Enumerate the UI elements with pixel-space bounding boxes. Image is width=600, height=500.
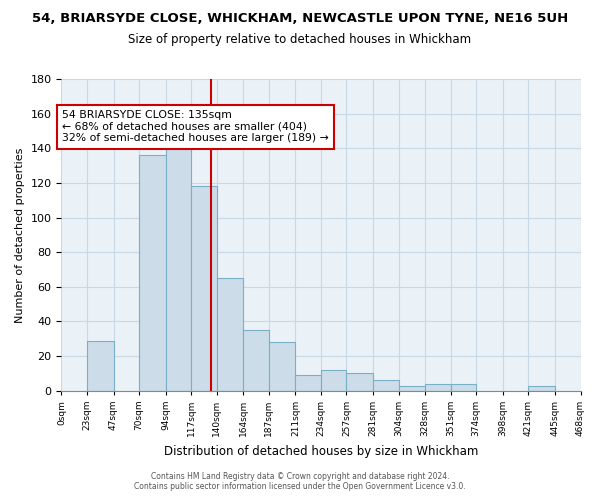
X-axis label: Distribution of detached houses by size in Whickham: Distribution of detached houses by size … [164,444,478,458]
Text: 54, BRIARSYDE CLOSE, WHICKHAM, NEWCASTLE UPON TYNE, NE16 5UH: 54, BRIARSYDE CLOSE, WHICKHAM, NEWCASTLE… [32,12,568,26]
Bar [398,386,425,391]
Bar [244,330,269,391]
Text: Contains HM Land Registry data © Crown copyright and database right 2024.
Contai: Contains HM Land Registry data © Crown c… [134,472,466,491]
Text: Size of property relative to detached houses in Whickham: Size of property relative to detached ho… [128,32,472,46]
Bar [321,370,346,391]
Bar [295,375,321,391]
Text: 54 BRIARSYDE CLOSE: 135sqm
← 68% of detached houses are smaller (404)
32% of sem: 54 BRIARSYDE CLOSE: 135sqm ← 68% of deta… [62,110,329,144]
Bar [191,186,217,391]
Bar [87,340,113,391]
Bar [217,278,244,391]
Bar [373,380,398,391]
Y-axis label: Number of detached properties: Number of detached properties [15,147,25,322]
Bar [425,384,451,391]
Bar [346,374,373,391]
Bar [269,342,295,391]
Bar [451,384,476,391]
Bar [166,143,191,391]
Bar [139,155,166,391]
Bar [529,386,555,391]
